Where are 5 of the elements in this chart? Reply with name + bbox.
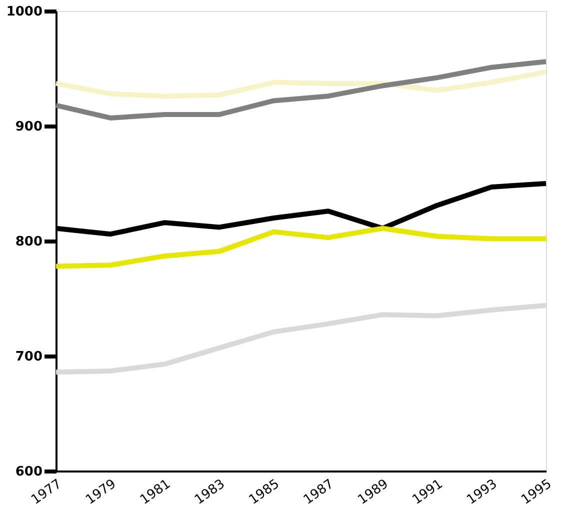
y-tick-label: 900 (15, 120, 42, 134)
y-tick-label: 700 (15, 350, 42, 364)
y-tick-label: 800 (15, 234, 42, 250)
y-tick-label: 600 (15, 464, 42, 480)
y-tick-label: 1000 (6, 4, 42, 20)
